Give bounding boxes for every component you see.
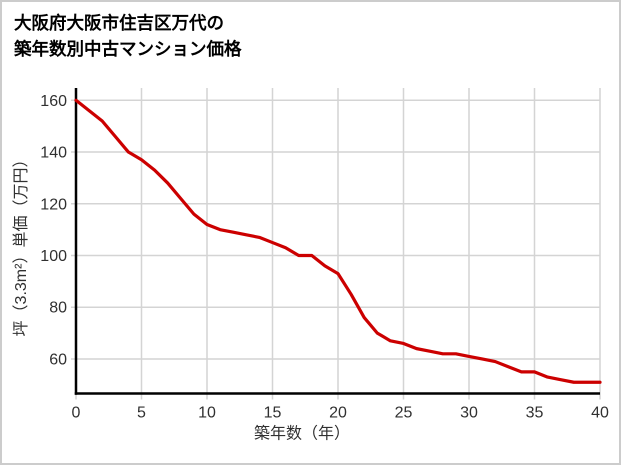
y-tick-label: 160: [40, 93, 67, 110]
x-tick-label: 5: [137, 405, 146, 422]
x-tick-label: 30: [460, 405, 478, 422]
x-tick-label: 25: [395, 405, 413, 422]
x-tick-label: 40: [591, 405, 609, 422]
y-tick-label: 140: [40, 145, 67, 162]
series: [74, 98, 602, 384]
axis-tick-labels: 160 140 120 100 80 60 0 5 10 15 20 25 30 35 40: [40, 93, 609, 422]
chart-title-line1: 大阪府大阪市住吉区万代の: [14, 13, 224, 33]
gridlines: [71, 88, 601, 400]
x-tick-label: 0: [72, 405, 81, 422]
y-tick-label: 120: [40, 196, 67, 213]
x-tick-label: 15: [264, 405, 282, 422]
x-tick-label: 20: [329, 405, 347, 422]
axes: [74, 88, 600, 395]
axis-titles: 築年数（年） 坪（3.3m²）単価（万円）: [12, 152, 350, 443]
price-line-series: [74, 98, 602, 384]
x-axis-title: 築年数（年）: [254, 425, 350, 443]
x-tick-label: 10: [198, 405, 216, 422]
chart-title-line2: 築年数別中古マンション価格: [14, 39, 242, 60]
y-axis-title: 坪（3.3m²）単価（万円）: [12, 152, 30, 337]
y-tick-label: 60: [49, 351, 67, 368]
x-tick-label: 35: [526, 405, 544, 422]
y-tick-label: 100: [40, 248, 67, 265]
chart-title: 大阪府大阪市住吉区万代の 築年数別中古マンション価格: [14, 10, 242, 63]
y-tick-label: 80: [49, 300, 67, 317]
